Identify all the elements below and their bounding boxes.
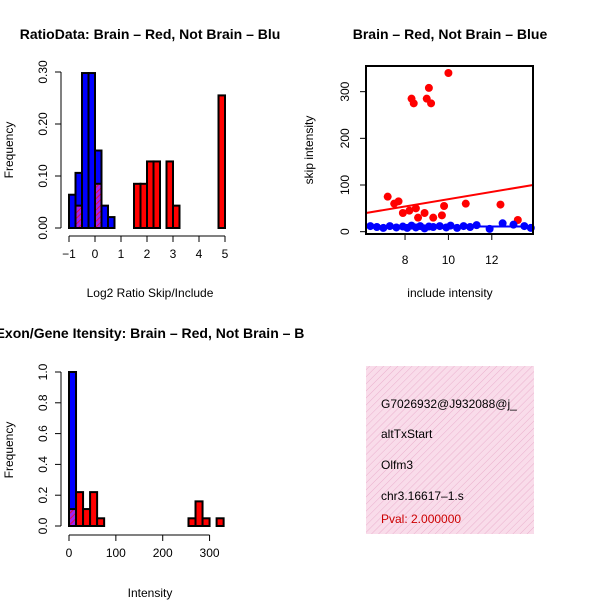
scatter-ylabel: skip intensity: [302, 116, 316, 185]
brain-point: [420, 209, 429, 217]
intensity-histogram-xlabel: Intensity: [128, 586, 173, 600]
y-tick-label: 0.0: [36, 517, 50, 534]
y-tick-label: 0.4: [36, 456, 50, 473]
y-tick-label: 0.6: [36, 425, 50, 442]
brain-bar: [152, 160, 161, 229]
y-tick-label: 0.00: [36, 216, 50, 240]
intensity-histogram-axes: 0 100 200 300 0.0 0.2 0.4 0.6 0.8 1.0: [36, 363, 220, 560]
x-tick-label: −1: [62, 247, 76, 261]
x-tick-label: 8: [402, 253, 409, 267]
plot-frame: [365, 65, 534, 235]
y-tick-label: 200: [338, 128, 352, 148]
brain-bar: [187, 517, 197, 527]
brain-bar: [217, 94, 226, 230]
overlap-bar-hatch: [70, 510, 76, 525]
ratio-histogram-bars: [68, 72, 226, 230]
brain-point: [383, 192, 392, 201]
brain-point: [414, 213, 423, 222]
brain-bar: [201, 517, 211, 527]
brain-point: [496, 200, 505, 209]
brain-point: [394, 197, 403, 206]
x-tick-label: 3: [170, 247, 177, 261]
y-tick-label: 300: [338, 81, 352, 101]
brain-point: [437, 211, 446, 220]
not-brain-bar: [68, 371, 78, 527]
x-tick-label: 300: [200, 546, 220, 560]
scatter-axes: 8 10 12 0 100 200 300: [338, 65, 534, 267]
not-brain-point: [498, 219, 507, 228]
intensity-histogram-title: Exon/Gene Itensity: Brain – Red, Not Bra…: [0, 325, 304, 341]
brain-point: [409, 99, 418, 108]
ratio-histogram-title: RatioData: Brain – Red, Not Brain – Blu: [20, 26, 281, 42]
brain-bar: [89, 491, 99, 527]
x-tick-label: 5: [222, 247, 229, 261]
ratio-histogram-ylabel: Frequency: [2, 122, 16, 179]
y-tick-label: 0.20: [36, 112, 50, 136]
y-tick-label: 0.10: [36, 164, 50, 188]
y-tick-label: 0.2: [36, 487, 50, 504]
not-brain-point: [472, 221, 481, 230]
x-tick-label: 10: [442, 253, 456, 267]
skip-include-scatter: Brain – Red, Not Brain – Blue 8 10 12 0 100 2…: [302, 26, 547, 300]
brain-point: [424, 83, 433, 92]
info-location: chr3.16617–1.s: [381, 489, 464, 503]
brain-point: [411, 204, 420, 213]
overlap-bar-hatch: [76, 206, 81, 227]
y-tick-label: 0: [338, 228, 352, 235]
x-tick-label: 1: [118, 247, 125, 261]
intensity-histogram-bars: [68, 371, 225, 527]
brain-point: [429, 213, 438, 222]
scatter-plot-area: [365, 69, 535, 233]
brain-point: [398, 209, 407, 217]
x-tick-label: 200: [153, 546, 173, 560]
intensity-histogram-ylabel: Frequency: [2, 422, 16, 479]
brain-point: [440, 202, 449, 210]
info-exon-id: G7026932@J932088@j_: [381, 397, 517, 411]
info-panel: G7026932@J932088@j_ altTxStart Olfm3 chr…: [366, 366, 534, 534]
brain-bar: [75, 491, 85, 527]
info-event-type: altTxStart: [381, 427, 433, 441]
brain-point: [461, 199, 470, 208]
not-brain-bar: [107, 216, 116, 230]
x-tick-label: 0: [92, 247, 99, 261]
y-tick-label: 1.0: [36, 363, 50, 380]
scatter-title: Brain – Red, Not Brain – Blue: [353, 26, 548, 42]
brain-point: [405, 206, 414, 215]
x-tick-label: 12: [485, 253, 499, 267]
intensity-histogram: Exon/Gene Itensity: Brain – Red, Not Bra…: [0, 325, 304, 600]
y-tick-label: 100: [338, 175, 352, 195]
brain-point: [427, 99, 436, 108]
info-panel-hatch: [366, 366, 534, 534]
info-gene: Olfm3: [381, 458, 413, 472]
ratio-histogram-xlabel: Log2 Ratio Skip/Include: [87, 286, 214, 300]
brain-bar: [215, 517, 225, 527]
brain-bar: [82, 508, 92, 527]
y-tick-label: 0.8: [36, 394, 50, 411]
x-tick-label: 0: [66, 546, 73, 560]
brain-bar: [96, 517, 106, 527]
scatter-xlabel: include intensity: [407, 286, 492, 300]
brain-bar: [165, 160, 174, 229]
x-tick-label: 2: [144, 247, 151, 261]
brain-point: [444, 69, 453, 77]
ratio-histogram-axes: −1 0 1 2 3 4 5 0.00 0.10 0.20 0.30: [36, 60, 229, 261]
brain-trend-line: [365, 184, 534, 214]
x-tick-label: 4: [196, 247, 203, 261]
x-tick-label: 100: [106, 546, 126, 560]
info-pval: Pval: 2.000000: [381, 512, 461, 526]
overlap-bar-hatch: [96, 184, 101, 227]
brain-bar: [194, 500, 204, 527]
brain-bar: [172, 204, 181, 229]
y-tick-label: 0.30: [36, 60, 50, 84]
ratio-histogram: RatioData: Brain – Red, Not Brain – Blu …: [2, 26, 280, 300]
